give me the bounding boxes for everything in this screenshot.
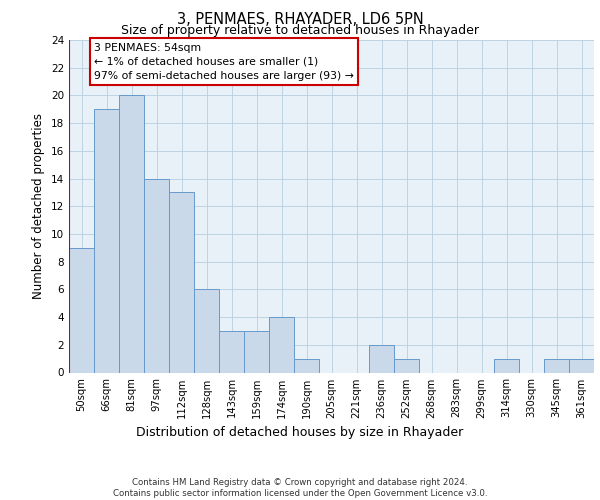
Text: 3 PENMAES: 54sqm
← 1% of detached houses are smaller (1)
97% of semi-detached ho: 3 PENMAES: 54sqm ← 1% of detached houses… bbox=[94, 43, 354, 81]
Bar bbox=[144, 178, 169, 372]
Bar bbox=[244, 331, 269, 372]
Bar bbox=[369, 345, 394, 372]
Text: Contains HM Land Registry data © Crown copyright and database right 2024.
Contai: Contains HM Land Registry data © Crown c… bbox=[113, 478, 487, 498]
Bar bbox=[119, 96, 144, 372]
Bar bbox=[544, 358, 569, 372]
Y-axis label: Number of detached properties: Number of detached properties bbox=[32, 114, 46, 299]
Bar bbox=[394, 358, 419, 372]
Bar bbox=[494, 358, 519, 372]
Bar bbox=[69, 248, 94, 372]
Bar bbox=[169, 192, 194, 372]
Bar bbox=[569, 358, 594, 372]
Text: Distribution of detached houses by size in Rhayader: Distribution of detached houses by size … bbox=[136, 426, 464, 439]
Bar bbox=[194, 290, 219, 372]
Bar bbox=[269, 317, 294, 372]
Bar bbox=[294, 358, 319, 372]
Bar bbox=[94, 110, 119, 372]
Text: 3, PENMAES, RHAYADER, LD6 5PN: 3, PENMAES, RHAYADER, LD6 5PN bbox=[176, 12, 424, 28]
Text: Size of property relative to detached houses in Rhayader: Size of property relative to detached ho… bbox=[121, 24, 479, 37]
Bar bbox=[219, 331, 244, 372]
